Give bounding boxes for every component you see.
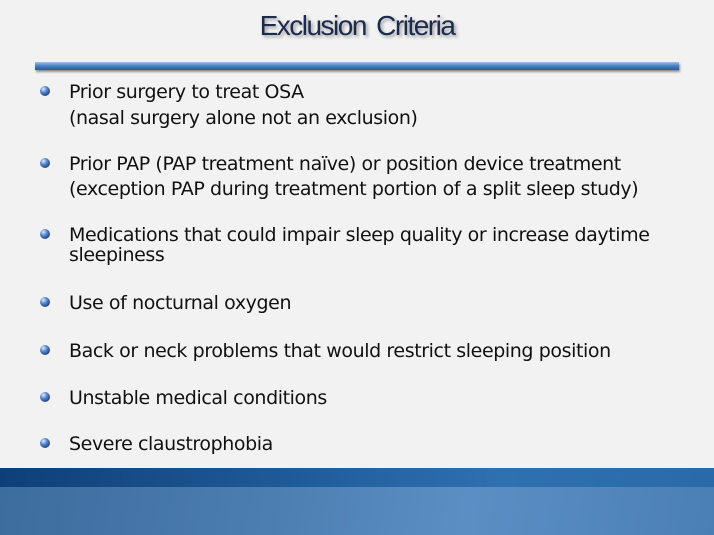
bullet-item: Medications that could impair sleep qual… (40, 224, 650, 266)
bullet-icon (40, 392, 50, 402)
bullet-item: Back or neck problems that would restric… (40, 339, 611, 363)
bullet-icon (40, 438, 50, 448)
bullet-icon (40, 229, 50, 239)
bullet-subtext: (exception PAP during treatment portion … (69, 178, 639, 200)
bullet-icon (40, 158, 50, 168)
bullet-text: Medications that could impair sleep qual… (69, 224, 650, 246)
bullet-text: Use of nocturnal oxygen (69, 292, 292, 314)
title-divider (35, 62, 679, 70)
bullet-text: Unstable medical conditions (69, 387, 327, 409)
bullet-icon (40, 297, 50, 307)
bullet-item: Use of nocturnal oxygen (40, 291, 292, 315)
bullet-item: Severe claustrophobia (40, 432, 273, 456)
bullet-item: Prior PAP (PAP treatment naïve) or posit… (40, 152, 639, 201)
slide-title: Exclusion Criteria (259, 10, 456, 41)
bullet-icon (40, 86, 50, 96)
bullet-text-continued: sleepiness (69, 244, 165, 266)
bullet-text: Prior surgery to treat OSA (69, 81, 304, 103)
bullet-item: Prior surgery to treat OSA (nasal surger… (40, 80, 418, 130)
bullet-subtext: (nasal surgery alone not an exclusion) (69, 107, 418, 129)
bullet-text: Severe claustrophobia (69, 433, 273, 455)
bullet-icon (40, 345, 50, 355)
footer-band-dark (0, 468, 714, 487)
bullet-text: Back or neck problems that would restric… (69, 340, 611, 362)
bullet-text: Prior PAP (PAP treatment naïve) or posit… (69, 153, 621, 175)
bullet-item: Unstable medical conditions (40, 386, 327, 410)
footer-band-light (0, 487, 714, 535)
